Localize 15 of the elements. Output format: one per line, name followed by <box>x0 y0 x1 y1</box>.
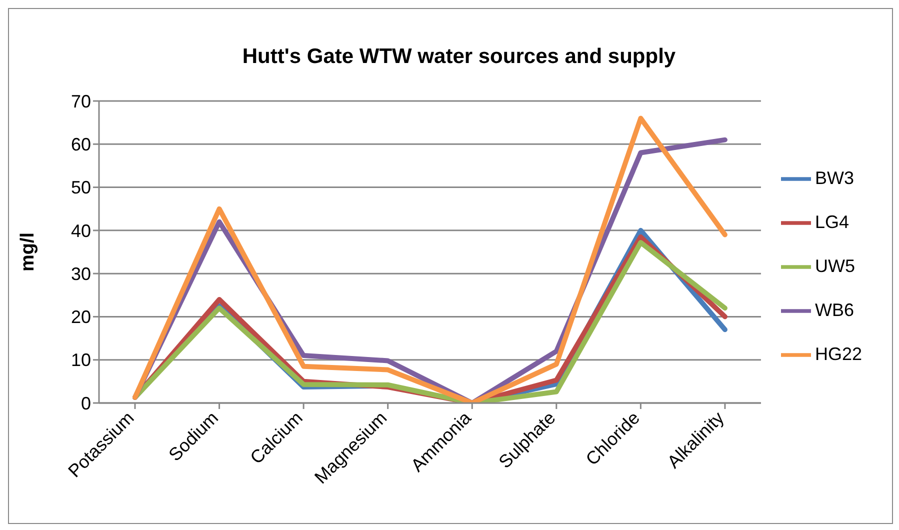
y-tick-label: 0 <box>80 393 91 414</box>
legend-label: BW3 <box>814 168 854 188</box>
legend-label: HG22 <box>814 344 862 364</box>
y-tick-label: 50 <box>70 178 91 198</box>
chart-title: Hutt's Gate WTW water sources and supply <box>241 45 677 69</box>
legend-label: WB6 <box>814 300 854 320</box>
legend-label: LG4 <box>814 212 849 232</box>
y-tick-label: 20 <box>70 307 91 328</box>
y-tick-label: 70 <box>70 91 91 112</box>
y-tick-label: 40 <box>70 220 91 241</box>
y-tick-label: 10 <box>70 350 91 370</box>
y-tick-label: 30 <box>70 264 91 284</box>
y-tick-label: 60 <box>70 134 91 155</box>
y-axis-title: mg/l <box>18 232 39 272</box>
legend-label: UW5 <box>814 256 855 276</box>
